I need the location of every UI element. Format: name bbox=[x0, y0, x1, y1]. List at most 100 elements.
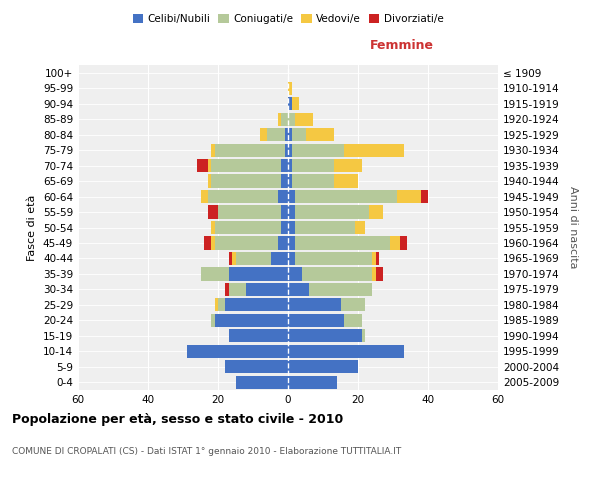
Bar bbox=[229, 252, 232, 265]
Legend: Celibi/Nubili, Coniugati/e, Vedovi/e, Divorziati/e: Celibi/Nubili, Coniugati/e, Vedovi/e, Di… bbox=[128, 10, 448, 29]
Bar bbox=[376, 252, 379, 265]
Bar bbox=[225, 360, 288, 374]
Y-axis label: Fasce di età: Fasce di età bbox=[28, 194, 37, 260]
Bar bbox=[288, 376, 337, 389]
Bar bbox=[277, 190, 288, 203]
Bar bbox=[292, 128, 305, 141]
Bar bbox=[292, 144, 344, 156]
Bar bbox=[211, 174, 281, 188]
Bar bbox=[288, 82, 292, 95]
Bar bbox=[305, 128, 334, 141]
Bar bbox=[288, 314, 344, 327]
Bar bbox=[208, 190, 277, 203]
Bar bbox=[208, 159, 211, 172]
Bar bbox=[187, 344, 288, 358]
Bar bbox=[225, 298, 288, 312]
Bar bbox=[215, 236, 277, 250]
Bar bbox=[246, 283, 288, 296]
Bar bbox=[211, 144, 215, 156]
Bar bbox=[295, 112, 313, 126]
Bar bbox=[235, 376, 288, 389]
Bar bbox=[400, 236, 407, 250]
Bar bbox=[288, 221, 295, 234]
Bar bbox=[225, 283, 229, 296]
Bar bbox=[288, 174, 292, 188]
Bar bbox=[200, 268, 229, 280]
Text: Popolazione per età, sesso e stato civile - 2010: Popolazione per età, sesso e stato civil… bbox=[12, 412, 343, 426]
Bar bbox=[397, 190, 421, 203]
Bar bbox=[229, 330, 288, 342]
Bar bbox=[355, 221, 365, 234]
Bar bbox=[215, 221, 281, 234]
Bar bbox=[277, 112, 281, 126]
Bar bbox=[271, 252, 288, 265]
Bar bbox=[288, 144, 292, 156]
Bar bbox=[204, 236, 211, 250]
Bar bbox=[344, 144, 404, 156]
Bar bbox=[211, 159, 281, 172]
Bar bbox=[389, 236, 400, 250]
Bar bbox=[361, 330, 365, 342]
Bar bbox=[288, 206, 295, 218]
Bar bbox=[229, 283, 246, 296]
Bar bbox=[295, 236, 389, 250]
Bar bbox=[288, 252, 295, 265]
Bar bbox=[292, 97, 299, 110]
Bar bbox=[288, 236, 295, 250]
Bar bbox=[288, 112, 295, 126]
Bar bbox=[295, 206, 368, 218]
Bar bbox=[421, 190, 428, 203]
Bar bbox=[208, 206, 218, 218]
Bar bbox=[288, 159, 292, 172]
Bar bbox=[281, 159, 288, 172]
Bar bbox=[267, 128, 284, 141]
Bar bbox=[284, 128, 288, 141]
Bar bbox=[292, 174, 334, 188]
Bar bbox=[288, 283, 309, 296]
Bar bbox=[260, 128, 267, 141]
Text: Femmine: Femmine bbox=[370, 39, 433, 52]
Bar bbox=[215, 298, 218, 312]
Bar bbox=[277, 236, 288, 250]
Bar bbox=[235, 252, 271, 265]
Text: COMUNE DI CROPALATI (CS) - Dati ISTAT 1° gennaio 2010 - Elaborazione TUTTITALIA.: COMUNE DI CROPALATI (CS) - Dati ISTAT 1°… bbox=[12, 448, 401, 456]
Bar bbox=[197, 159, 208, 172]
Bar bbox=[372, 252, 376, 265]
Bar bbox=[309, 283, 372, 296]
Bar bbox=[295, 221, 355, 234]
Bar bbox=[208, 174, 211, 188]
Bar bbox=[232, 252, 235, 265]
Bar bbox=[281, 174, 288, 188]
Bar bbox=[376, 268, 383, 280]
Bar bbox=[288, 298, 341, 312]
Bar bbox=[288, 360, 358, 374]
Bar bbox=[288, 190, 295, 203]
Bar bbox=[211, 236, 215, 250]
Y-axis label: Anni di nascita: Anni di nascita bbox=[568, 186, 578, 269]
Bar bbox=[344, 314, 361, 327]
Bar bbox=[341, 298, 365, 312]
Bar bbox=[215, 144, 284, 156]
Bar bbox=[200, 190, 208, 203]
Bar bbox=[229, 268, 288, 280]
Bar bbox=[368, 206, 383, 218]
Bar bbox=[288, 330, 361, 342]
Bar bbox=[295, 190, 397, 203]
Bar bbox=[288, 128, 292, 141]
Bar bbox=[288, 268, 302, 280]
Bar bbox=[281, 221, 288, 234]
Bar bbox=[211, 314, 215, 327]
Bar bbox=[218, 298, 225, 312]
Bar bbox=[284, 144, 288, 156]
Bar bbox=[281, 112, 288, 126]
Bar bbox=[292, 159, 334, 172]
Bar bbox=[334, 159, 361, 172]
Bar bbox=[334, 174, 358, 188]
Bar bbox=[372, 268, 376, 280]
Bar bbox=[302, 268, 372, 280]
Bar bbox=[211, 221, 215, 234]
Bar bbox=[295, 252, 372, 265]
Bar bbox=[218, 206, 281, 218]
Bar bbox=[288, 344, 404, 358]
Bar bbox=[281, 206, 288, 218]
